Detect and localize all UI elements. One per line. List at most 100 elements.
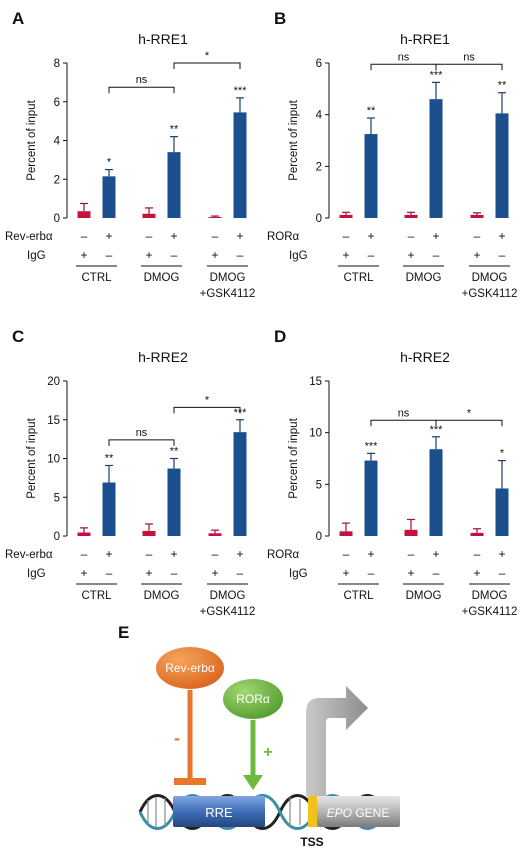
sign-row1: + xyxy=(105,547,112,561)
row-label-igg: IgG xyxy=(27,568,46,580)
panel-label-e: E xyxy=(118,623,129,642)
group-label: CTRL xyxy=(343,272,374,284)
row-label-target: RORα xyxy=(267,549,300,561)
rre-box xyxy=(173,796,265,827)
rev-erb-label: Rev-erbα xyxy=(165,661,215,675)
group-label-line2: +GSK4112 xyxy=(200,288,256,300)
sign-row2: + xyxy=(211,248,218,262)
y-tick-label: 4 xyxy=(54,136,61,148)
y-tick-label: 0 xyxy=(54,213,60,225)
sign-row1: – xyxy=(146,229,153,243)
y-axis-label: Percent of input xyxy=(288,99,300,180)
group-label-line2: +GSK4112 xyxy=(462,606,518,618)
comparison-bracket xyxy=(370,419,437,427)
sign-row1: – xyxy=(212,229,219,243)
target-bar xyxy=(364,460,378,536)
group-label-line2: +GSK4112 xyxy=(462,288,518,300)
sign-row2: – xyxy=(171,248,178,262)
sign-row2: – xyxy=(368,566,375,580)
igg-bar xyxy=(77,532,91,536)
significance-label: * xyxy=(500,448,505,460)
sign-row1: – xyxy=(474,229,481,243)
y-tick-label: 0 xyxy=(54,531,60,543)
comparison-bracket xyxy=(108,86,175,94)
target-bar xyxy=(495,113,509,218)
igg-bar xyxy=(339,214,353,218)
comparison-bracket xyxy=(435,419,503,427)
target-bar xyxy=(102,176,116,218)
y-tick-label: 20 xyxy=(47,376,60,388)
group-label: DMOG xyxy=(210,272,246,284)
group-label: DMOG xyxy=(472,590,508,602)
sign-row2: – xyxy=(368,248,375,262)
sign-row2: + xyxy=(473,566,480,580)
ror-oval xyxy=(223,679,283,719)
target-bar xyxy=(233,432,247,536)
sign-row1: – xyxy=(81,229,88,243)
sign-row1: – xyxy=(408,547,415,561)
target-bar xyxy=(495,488,509,536)
significance-label: ** xyxy=(105,452,114,464)
sign-row1: + xyxy=(432,547,439,561)
panel-label: C xyxy=(12,327,24,346)
sign-row2: – xyxy=(499,566,506,580)
y-tick-label: 0 xyxy=(316,531,322,543)
sign-row1: + xyxy=(170,547,177,561)
y-tick-label: 2 xyxy=(54,174,60,186)
sign-row1: – xyxy=(474,547,481,561)
panel-label: A xyxy=(12,9,24,28)
igg-bar xyxy=(470,532,484,536)
group-label: CTRL xyxy=(343,590,374,602)
sign-row1: + xyxy=(236,229,243,243)
y-tick-label: 4 xyxy=(316,110,323,122)
minus-sign: - xyxy=(174,728,180,748)
group-label: DMOG xyxy=(406,590,442,602)
rre-label: RRE xyxy=(205,805,233,820)
group-label-line2: +GSK4112 xyxy=(200,606,256,618)
tss-mark xyxy=(308,796,317,827)
sign-row2: + xyxy=(145,566,152,580)
epo-gene-box xyxy=(317,796,400,827)
significance-label: ** xyxy=(170,446,179,458)
row-label-target: Rev-erbα xyxy=(5,231,53,243)
comparison-label: * xyxy=(467,407,472,419)
y-tick-label: 15 xyxy=(309,376,322,388)
chart-title: h-RRE2 xyxy=(400,349,450,365)
comparison-label: ns xyxy=(398,407,410,419)
significance-label: *** xyxy=(365,440,379,452)
target-bar xyxy=(429,99,443,218)
sign-row2: + xyxy=(407,248,414,262)
sign-row2: – xyxy=(237,566,244,580)
sign-row1: – xyxy=(146,547,153,561)
chart-title: h-RRE1 xyxy=(138,31,188,47)
comparison-bracket xyxy=(173,406,241,414)
sign-row2: – xyxy=(106,566,113,580)
y-tick-label: 2 xyxy=(316,161,322,173)
y-tick-label: 5 xyxy=(54,492,60,504)
sign-row2: + xyxy=(342,566,349,580)
comparison-bracket xyxy=(370,63,437,71)
row-label-igg: IgG xyxy=(289,250,308,262)
sign-row2: + xyxy=(80,566,87,580)
sign-row1: + xyxy=(236,547,243,561)
y-axis-label: Percent of input xyxy=(26,99,38,180)
igg-bar xyxy=(142,213,156,218)
y-tick-label: 15 xyxy=(47,415,60,427)
panel-label: D xyxy=(274,327,286,346)
y-tick-label: 5 xyxy=(316,479,322,491)
comparison-label: ns xyxy=(398,51,410,63)
sign-row2: + xyxy=(80,248,87,262)
plus-sign: + xyxy=(263,744,272,761)
target-bar xyxy=(102,482,116,536)
transcription-arrow xyxy=(306,686,368,796)
group-label: DMOG xyxy=(472,272,508,284)
comparison-bracket xyxy=(173,62,241,69)
comparison-bracket xyxy=(108,439,175,446)
sign-row2: – xyxy=(433,248,440,262)
sign-row1: + xyxy=(498,547,505,561)
igg-bar xyxy=(404,529,418,536)
sign-row2: – xyxy=(237,248,244,262)
